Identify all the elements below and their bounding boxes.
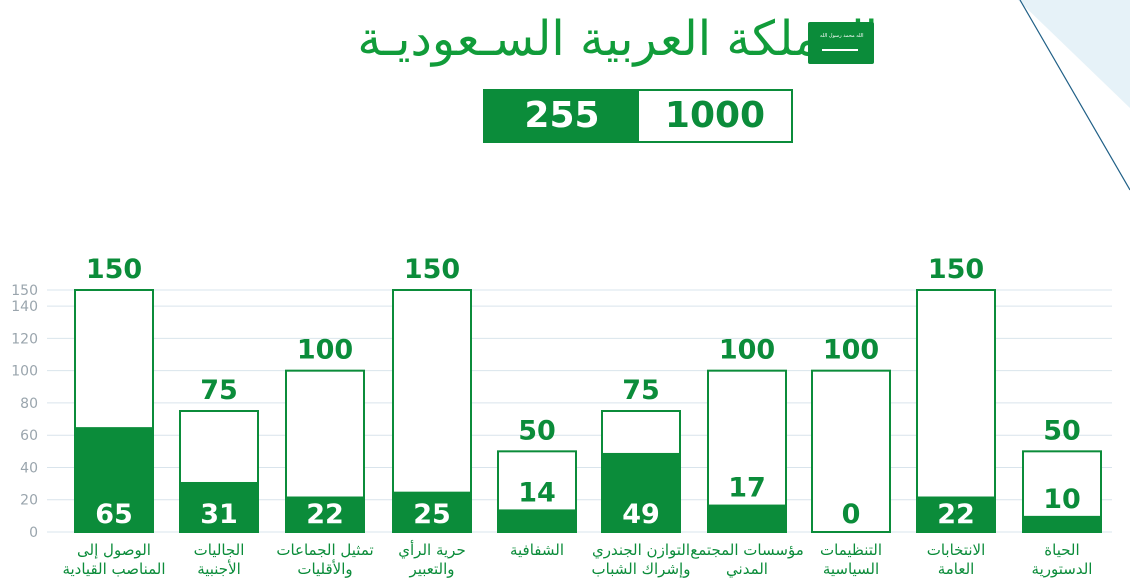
bar-total-label: 75 [200,375,238,406]
bar-total-label: 75 [622,375,660,406]
category-label: وإشراك الشباب [592,560,691,578]
category-label: السياسية [823,560,879,578]
flag-script: لا إله إلا الله محمد رسول الله [820,33,864,39]
score-total: 1000 [664,95,766,136]
category-label: الحياة [1044,541,1079,559]
bar-achieved-label: 22 [937,499,975,530]
bar-total-label: 50 [518,415,556,446]
bar-achieved [498,509,576,532]
bar-achieved-label: 31 [200,499,238,530]
y-tick-label: 0 [29,525,38,541]
bar-achieved [286,496,364,532]
category-label: والتعبير [408,560,454,578]
corner-shape [1018,0,1130,108]
bar-achieved [393,491,471,532]
bar-total-label: 150 [86,254,142,285]
y-tick-label: 40 [20,460,38,476]
bar-achieved [917,496,995,532]
y-tick-label: 60 [20,428,38,444]
score-box: 255 1000 [483,89,793,143]
saudi-flag-icon: لا إله إلا الله محمد رسول الله [808,22,874,64]
bar-achieved-label: 14 [518,477,556,508]
bar-achieved [180,481,258,532]
bar-achieved-label: 22 [306,499,344,530]
bar-achieved-label: 17 [728,473,766,504]
category-label: حرية الرأي [398,540,465,560]
bar-total [916,289,996,533]
category-label: المدني [726,560,768,579]
category-label: التنظيمات [820,541,882,559]
category-label: المناصب القيادية [62,560,165,578]
bar-total-label: 50 [1043,415,1081,446]
bar-total [811,369,891,533]
bar-total-label: 100 [297,335,353,366]
bar-achieved-label: 10 [1043,484,1081,515]
bar-achieved [1023,515,1101,532]
y-tick-label: 150 [11,283,38,299]
bar-achieved [75,427,153,532]
page-title: المملكة العربية السـعوديـة [357,11,878,67]
category-label: التوازن الجندري [592,541,690,560]
category-label: العامة [938,560,975,578]
bar-total-label: 150 [928,254,984,285]
category-label: الأجنبية [197,559,241,578]
bar-total-label: 150 [404,254,460,285]
bar-total-label: 100 [823,335,879,366]
bar-achieved-label: 65 [95,499,133,530]
score-achieved: 255 [485,91,639,141]
bar-achieved [708,504,786,532]
category-label: الشفافية [510,541,564,559]
category-label: تمثيل الجماعات [276,541,373,559]
y-tick-label: 80 [20,396,38,412]
y-tick-label: 100 [11,364,38,380]
header: المملكة العربية السـعوديـة لا إله إلا ال… [0,6,1130,76]
category-label: الوصول إلى [77,541,151,559]
flag-sword [822,49,858,51]
category-label: والأقليات [297,559,352,578]
corner-line [1019,0,1130,191]
bar-achieved-label: 25 [413,499,451,530]
y-tick-label: 120 [11,331,38,347]
category-label: الانتخابات [927,541,986,559]
bar-achieved-label: 49 [622,499,660,530]
category-label: الجاليات [194,541,245,559]
bar-achieved [602,452,680,532]
category-label: الدستورية [1032,560,1093,578]
y-tick-label: 140 [11,299,38,315]
bar-achieved-label: 0 [842,499,861,530]
category-label: مؤسسات المجتمع [690,541,803,559]
bar-total-label: 100 [719,335,775,366]
y-tick-label: 20 [20,493,38,509]
